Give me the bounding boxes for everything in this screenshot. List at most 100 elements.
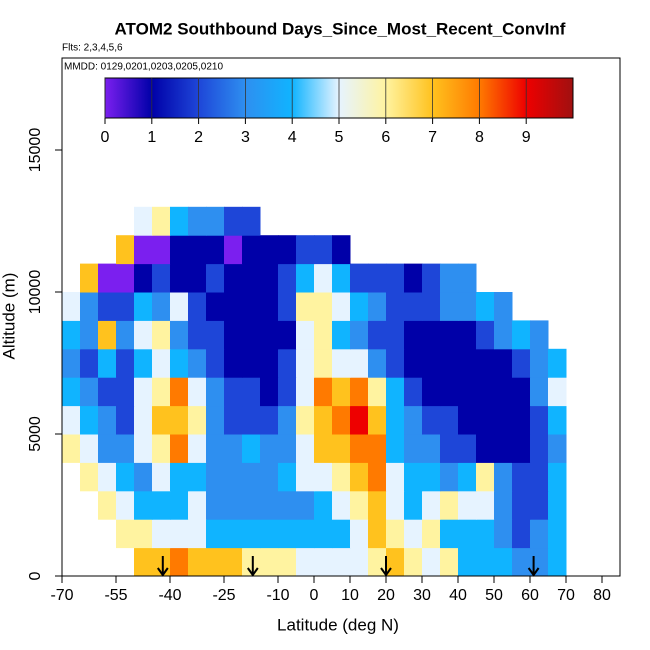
heat-cell [188, 292, 207, 321]
heat-cell [314, 434, 333, 463]
heat-cell [80, 434, 99, 463]
heat-cell [530, 462, 549, 492]
y-axis-label: Altitude (m) [0, 273, 18, 360]
heat-cell [494, 405, 513, 435]
arrow-head [156, 567, 169, 577]
heat-cell [512, 377, 531, 407]
heat-cell [440, 547, 459, 577]
heat-cell [206, 519, 225, 549]
heat-cell [458, 263, 477, 293]
heat-cell [278, 320, 297, 350]
heat-cell [224, 206, 243, 236]
heat-cell [242, 235, 261, 265]
heat-cell [134, 377, 153, 407]
heat-cell [224, 377, 243, 407]
heat-cell [386, 434, 405, 463]
heat-cell [134, 320, 153, 350]
heat-cell [476, 547, 495, 577]
heat-cell [80, 263, 99, 293]
heat-cell [458, 519, 477, 549]
heat-cell [98, 320, 117, 350]
heat-cell [494, 434, 513, 463]
heat-cell [314, 235, 333, 265]
heat-cell [350, 348, 369, 378]
heat-cell [476, 490, 495, 520]
heat-cell [494, 462, 513, 492]
arrow-head [246, 567, 259, 577]
heat-cell [476, 434, 495, 463]
heat-cell [350, 490, 369, 520]
heat-cell [548, 547, 567, 577]
heat-cell [224, 434, 243, 463]
heat-cell [98, 490, 117, 520]
heat-cell [494, 490, 513, 520]
heat-cell [404, 405, 423, 435]
heat-cell [476, 320, 495, 350]
heat-cell [476, 292, 495, 321]
heat-cell [134, 547, 153, 577]
heat-cell [260, 462, 279, 492]
x-tick-label: -25 [212, 587, 235, 604]
heat-cell [134, 292, 153, 321]
heat-cell [242, 206, 261, 236]
heat-cell [314, 377, 333, 407]
heat-cell [458, 547, 477, 577]
heat-cell [242, 462, 261, 492]
heat-cell [440, 519, 459, 549]
heat-cell [350, 405, 369, 435]
heat-cell [422, 348, 441, 378]
heat-cell [62, 434, 81, 463]
heat-cell [368, 348, 387, 378]
heat-cell [368, 405, 387, 435]
heat-cell [404, 320, 423, 350]
heat-cell [278, 405, 297, 435]
heat-cell [152, 462, 171, 492]
heat-cell [530, 490, 549, 520]
heat-cell [512, 434, 531, 463]
heat-cell [458, 292, 477, 321]
heat-cell [170, 462, 189, 492]
heat-cell [476, 519, 495, 549]
heat-cell [188, 206, 207, 236]
heat-cell [278, 377, 297, 407]
heat-cell [188, 519, 207, 549]
heat-cell [296, 320, 315, 350]
heat-cell [530, 519, 549, 549]
heat-cell [494, 320, 513, 350]
heat-cell [116, 519, 135, 549]
heat-cell [80, 405, 99, 435]
heat-cell [548, 405, 567, 435]
heat-cell [386, 292, 405, 321]
arrow-head [527, 567, 540, 577]
heat-cell [206, 348, 225, 378]
heat-cell [386, 490, 405, 520]
heat-cell [134, 263, 153, 293]
heat-cell [386, 377, 405, 407]
heat-cell [548, 519, 567, 549]
heat-cell [224, 519, 243, 549]
heat-cell [332, 348, 351, 378]
heat-cell [458, 490, 477, 520]
heat-cell [422, 547, 441, 577]
heat-cell [512, 348, 531, 378]
colorbar-tick-label: 0 [101, 129, 110, 146]
heat-cell [368, 263, 387, 293]
heat-cell [404, 462, 423, 492]
heat-cell [386, 462, 405, 492]
heat-cell [314, 292, 333, 321]
colorbar-tick-label: 7 [428, 129, 437, 146]
heat-cell [368, 292, 387, 321]
heat-cell [404, 377, 423, 407]
heat-cell [512, 320, 531, 350]
heat-cell [296, 462, 315, 492]
heat-cell [278, 434, 297, 463]
heat-cell [260, 292, 279, 321]
heat-cell [404, 348, 423, 378]
x-axis-label: Latitude (deg N) [277, 615, 399, 634]
heat-cell [548, 434, 567, 463]
heat-cell [422, 263, 441, 293]
heat-cell [116, 377, 135, 407]
heat-cell [170, 292, 189, 321]
heat-cell [350, 377, 369, 407]
heat-cell [260, 320, 279, 350]
